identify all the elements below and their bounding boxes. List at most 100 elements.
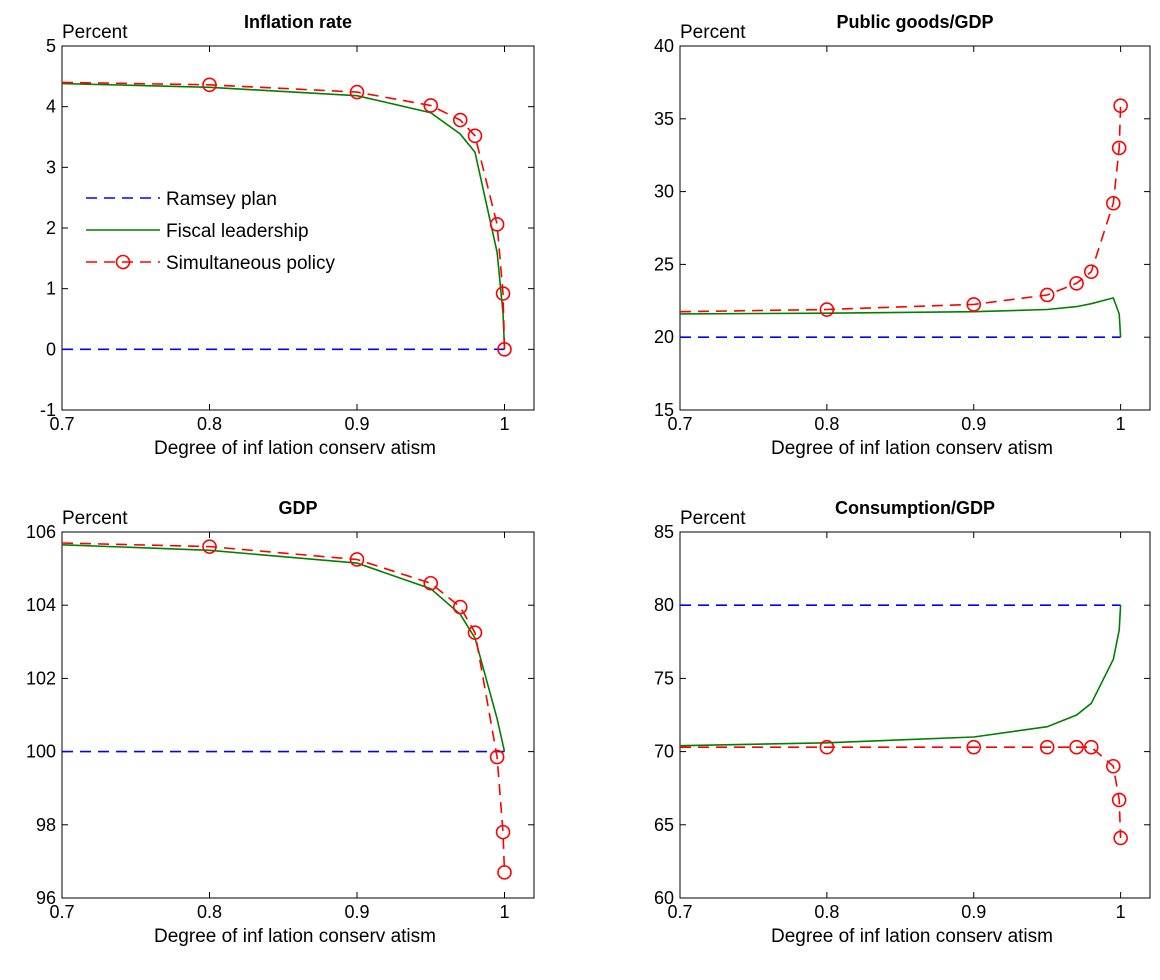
chart-panel-consumption-gdp: 0.7 0.8 0.9 1 60 65 70 75 80 85 Consumption/GDP Per… xyxy=(654,498,1151,947)
y-tick-label: 15 xyxy=(654,400,674,420)
unit-label: Percent xyxy=(680,508,746,529)
x-tick-label: 0.9 xyxy=(344,414,369,434)
y-tick-label: 102 xyxy=(26,668,56,688)
y-tick-label: 1 xyxy=(46,279,56,299)
data-point-marker xyxy=(1111,792,1127,808)
series-line-fiscal-leadership xyxy=(61,544,506,752)
data-point-marker xyxy=(1039,287,1055,303)
chart-panel-inflation-rate: 0.7 0.8 0.9 1 -1 0 1 2 3 4 5 Inflation rate Percent D… xyxy=(40,12,535,459)
x-tick-label: 1 xyxy=(499,414,509,434)
y-tick-label: 98 xyxy=(36,815,56,835)
data-point-marker xyxy=(1069,276,1084,291)
panel-title: Inflation rate xyxy=(244,12,352,32)
data-point-marker xyxy=(489,217,505,232)
data-point-marker xyxy=(966,739,982,755)
data-point-marker xyxy=(1113,98,1128,113)
y-tick-label: 60 xyxy=(654,888,674,908)
legend-entry: Ramsey plan xyxy=(86,189,277,210)
data-point-marker xyxy=(495,824,511,840)
data-point-marker xyxy=(819,302,835,317)
data-point-marker xyxy=(349,84,365,100)
x-tick-label: 0.8 xyxy=(197,902,222,922)
y-tick-label: 5 xyxy=(46,36,56,56)
legend-label: Fiscal leadership xyxy=(166,221,309,242)
legend-marker xyxy=(115,254,131,270)
x-tick-label: 1 xyxy=(499,902,509,922)
data-point-marker xyxy=(966,297,982,312)
data-point-marker xyxy=(819,739,835,755)
legend-label: Ramsey plan xyxy=(166,189,277,210)
data-point-marker xyxy=(349,552,365,567)
panel-title: GDP xyxy=(278,498,317,518)
series-line-simultaneous-policy xyxy=(61,542,506,873)
unit-label: Percent xyxy=(62,508,128,529)
y-tick-label: 104 xyxy=(26,595,56,615)
y-tick-label: 85 xyxy=(654,522,674,542)
unit-label: Percent xyxy=(680,22,746,43)
data-point-marker xyxy=(423,98,439,113)
data-point-marker xyxy=(497,865,512,880)
series-line-simultaneous-policy xyxy=(680,746,1122,839)
y-tick-label: 100 xyxy=(26,742,56,762)
data-point-marker xyxy=(202,77,217,93)
y-tick-label: 96 xyxy=(36,888,56,908)
x-tick-label: 0.9 xyxy=(961,414,986,434)
data-point-marker xyxy=(202,539,217,554)
data-point-marker xyxy=(495,286,511,301)
series-line-fiscal-leadership xyxy=(679,605,1122,747)
x-tick-label: 1 xyxy=(1116,902,1126,922)
legend-entry: Simultaneous policy xyxy=(86,253,335,274)
data-point-marker xyxy=(1113,830,1128,846)
legend-entry: Fiscal leadership xyxy=(86,221,309,242)
legend: Ramsey plan Fiscal leadership Simultaneous… xyxy=(86,189,335,274)
y-tick-label: 0 xyxy=(46,339,56,359)
x-tick-label: 0.9 xyxy=(961,902,986,922)
series-line-simultaneous-policy xyxy=(61,81,506,350)
data-point-marker xyxy=(1105,758,1121,774)
data-point-marker xyxy=(497,342,512,357)
x-axis-label: Degree of inf lation conserv atism xyxy=(154,926,436,947)
chart-panels: 0.7 0.8 0.9 1 -1 0 1 2 3 4 5 Inflation rate Percent D… xyxy=(26,12,1151,947)
panel-title: Public goods/GDP xyxy=(836,12,993,32)
x-tick-label: 0.9 xyxy=(344,902,369,922)
series-line-simultaneous-policy xyxy=(679,105,1122,313)
y-tick-label: 4 xyxy=(46,97,56,117)
data-point-marker xyxy=(452,599,468,615)
y-tick-label: 25 xyxy=(654,254,674,274)
data-point-marker xyxy=(1083,264,1099,279)
x-axis-label: Degree of inf lation conserv atism xyxy=(154,438,436,459)
x-tick-label: 0.7 xyxy=(49,414,74,434)
data-point-marker xyxy=(467,625,483,640)
x-tick-label: 0.7 xyxy=(667,414,692,434)
y-tick-label: 3 xyxy=(46,157,56,177)
data-point-marker xyxy=(467,128,483,144)
series-line-fiscal-leadership xyxy=(679,296,1122,338)
x-axis-label: Degree of inf lation conserv atism xyxy=(771,926,1053,947)
x-tick-label: 0.8 xyxy=(814,414,839,434)
y-tick-label: 65 xyxy=(654,815,674,835)
chart-panel-public-goods-gdp: 0.7 0.8 0.9 1 15 20 25 30 35 40 Public goods/GDP Pe… xyxy=(654,12,1151,459)
data-point-marker xyxy=(423,575,439,591)
data-point-marker xyxy=(1069,739,1084,755)
panel-title: Consumption/GDP xyxy=(835,498,995,518)
y-tick-label: 70 xyxy=(654,742,674,762)
plot-frame xyxy=(61,531,535,899)
y-tick-label: 20 xyxy=(654,327,674,347)
data-point-marker xyxy=(489,749,505,765)
data-point-marker xyxy=(1105,195,1121,211)
plot-frame xyxy=(679,45,1151,411)
y-tick-label: 75 xyxy=(654,668,674,688)
x-tick-label: 0.8 xyxy=(814,902,839,922)
plot-frame xyxy=(679,531,1151,899)
chart-panel-gdp: 0.7 0.8 0.9 1 96 98 100 102 104 106 GDP Percent Degr… xyxy=(26,498,535,947)
series-line-fiscal-leadership xyxy=(61,82,506,350)
x-tick-label: 1 xyxy=(1116,414,1126,434)
y-tick-label: -1 xyxy=(40,400,56,420)
y-tick-label: 106 xyxy=(26,522,56,542)
legend-label: Simultaneous policy xyxy=(166,253,335,274)
x-tick-label: 0.7 xyxy=(667,902,692,922)
y-tick-label: 30 xyxy=(654,182,674,202)
y-tick-label: 2 xyxy=(46,218,56,238)
y-tick-label: 40 xyxy=(654,36,674,56)
